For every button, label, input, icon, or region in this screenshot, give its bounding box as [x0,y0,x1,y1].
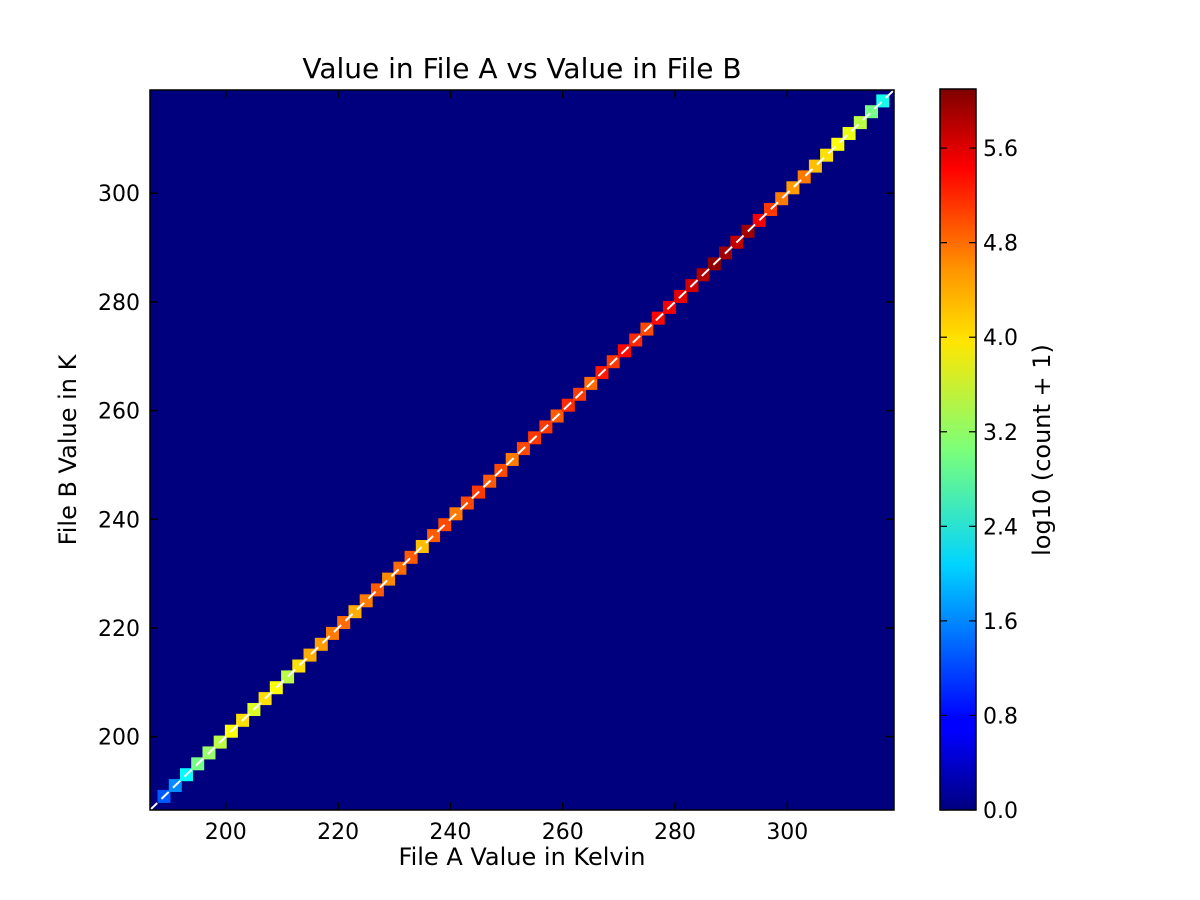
plot-frame [149,89,895,811]
x-axis-label: File A Value in Kelvin [399,843,646,871]
colorbar-tick-label: 0.8 [983,704,1018,729]
y-axis-label: File B Value in K [54,353,82,545]
colorbar [939,88,977,811]
colorbar-label: log10 (count + 1) [1028,344,1056,556]
colorbar-tick-label: 4.0 [983,326,1018,351]
colorbar-tick-label: 0.0 [983,799,1018,824]
colorbar-ticks: 0.0 0.8 1.6 2.4 3.2 4.0 4.8 5.6 [940,137,1018,824]
y-tick-label: 200 [98,726,140,751]
reference-line [150,90,894,810]
chart-title: Value in File A vs Value in File B [302,52,741,85]
y-tick-label: 280 [98,291,140,316]
x-axis-ticks: 200 220 240 260 280 300 [205,90,808,845]
colorbar-tick-label: 3.2 [983,421,1018,446]
x-tick-label: 220 [317,820,359,845]
y-tick-label: 240 [98,508,140,533]
x-tick-label: 260 [542,820,584,845]
colorbar-tick-label: 4.8 [983,232,1018,257]
y-tick-label: 260 [98,400,140,425]
y-tick-label: 220 [98,617,140,642]
y-tick-label: 300 [98,182,140,207]
colorbar-tick-label: 1.6 [983,610,1018,635]
x-tick-label: 240 [429,820,471,845]
y-axis-ticks: 200 220 240 260 280 300 [98,182,894,751]
colorbar-tick-label: 5.6 [983,137,1018,162]
colorbar-tick-label: 2.4 [983,515,1018,540]
x-tick-label: 280 [654,820,696,845]
x-tick-label: 200 [205,820,247,845]
x-tick-label: 300 [766,820,808,845]
